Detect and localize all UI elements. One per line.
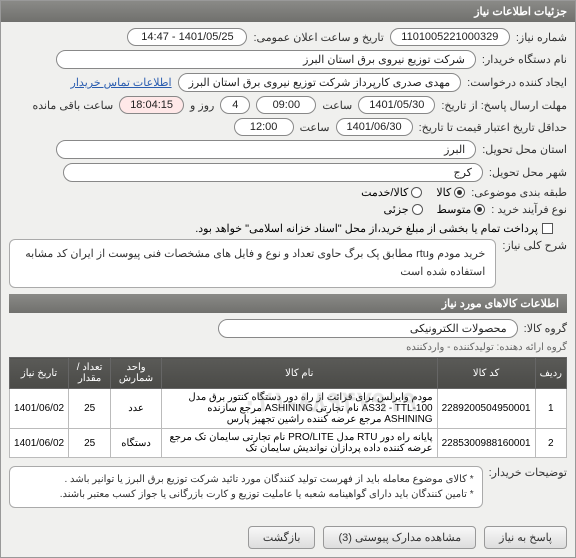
requester-label: ایجاد کننده درخواست: <box>467 76 567 89</box>
announce-value: 1401/05/25 - 14:47 <box>127 28 247 46</box>
seller-note: گروه ارائه دهنده: تولیدکننده - واردکننده <box>406 342 567 353</box>
requester-value: مهدی صدری کارپرداز شرکت توزیع نیروی برق … <box>178 73 462 92</box>
remain-label: ساعت باقی مانده <box>32 99 113 112</box>
footer: پاسخ به نیاز مشاهده مدارک پیوستی (3) باز… <box>1 518 575 557</box>
goods-table: ردیفکد کالانام کالاواحد شمارشتعداد / مقد… <box>9 357 567 458</box>
table-cell: 1401/06/02 <box>10 429 69 458</box>
table-cell: دستگاه <box>111 429 162 458</box>
process-label: نوع فرآیند خرید : <box>491 203 567 216</box>
days-label: روز و <box>190 99 214 112</box>
note-line-1: * کالای موضوع معامله باید از فهرست تولید… <box>18 472 474 487</box>
category-label: طبقه بندی موضوعی: <box>471 186 567 199</box>
buyer-notes: * کالای موضوع معامله باید از فهرست تولید… <box>9 466 483 508</box>
table-cell: 2 <box>535 429 566 458</box>
desc-value: خرید مودم وrtu مطابق پک برگ حاوی تعداد و… <box>9 239 496 288</box>
panel-title: جزئیات اطلاعات نیاز <box>1 1 575 22</box>
goods-header: اطلاعات کالاهای مورد نیاز <box>9 294 567 313</box>
radio-dot-icon <box>411 187 422 198</box>
table-wrap: ۰۲۱-۸۸۹۴۷۹۱۹ ردیفکد کالانام کالاواحد شما… <box>9 357 567 458</box>
main-panel: جزئیات اطلاعات نیاز شماره نیاز: 11010052… <box>0 0 576 558</box>
table-cell: مودم وایرلس برای قرائت از راه دور دستگاه… <box>161 389 437 429</box>
validity-date: 1401/06/30 <box>336 118 413 136</box>
validity-time: 12:00 <box>234 118 294 136</box>
table-header: ردیف <box>535 358 566 389</box>
category-radio-group: کالا کالا/خدمت <box>361 186 465 199</box>
province-value: البرز <box>56 140 476 159</box>
deadline-label: مهلت ارسال پاسخ: از تاریخ: <box>441 99 567 112</box>
city-label: شهر محل تحویل: <box>489 166 567 179</box>
table-cell: پایانه راه دور RTU مدل PRO/LITE نام تجار… <box>161 429 437 458</box>
contact-link[interactable]: اطلاعات تماس خریدار <box>71 76 172 89</box>
form-content: شماره نیاز: 1101005221000329 تاریخ و ساع… <box>1 22 575 518</box>
radio-dot-icon <box>412 204 423 215</box>
announce-label: تاریخ و ساعت اعلان عمومی: <box>253 31 383 44</box>
table-cell: 25 <box>69 389 111 429</box>
table-cell: 1 <box>535 389 566 429</box>
radio-small[interactable]: جزئی <box>384 203 423 216</box>
radio-dot-icon <box>454 187 465 198</box>
city-value: کرج <box>63 163 483 182</box>
deadline-date: 1401/05/30 <box>358 96 435 114</box>
attachments-button[interactable]: مشاهده مدارک پیوستی (3) <box>323 526 476 549</box>
buyer-label: نام دستگاه خریدار: <box>482 53 567 66</box>
table-row: 12289200504950001مودم وایرلس برای قرائت … <box>10 389 567 429</box>
group-value: محصولات الکترونیکی <box>218 319 518 338</box>
table-header: کد کالا <box>437 358 535 389</box>
need-no-label: شماره نیاز: <box>516 31 567 44</box>
notes-label: توضیحات خریدار: <box>489 466 567 479</box>
table-cell: 2285300988160001 <box>437 429 535 458</box>
deadline-time: 09:00 <box>256 96 316 114</box>
checkbox-icon <box>542 223 553 234</box>
note-line-2: * تامین کنندگان باید دارای گواهینامه شعب… <box>18 487 474 502</box>
back-button[interactable]: بازگشت <box>248 526 316 549</box>
days-value: 4 <box>220 96 250 114</box>
pay-check[interactable]: پرداخت تمام یا بخشی از مبلغ خرید،از محل … <box>195 222 553 235</box>
radio-goods[interactable]: کالا <box>436 186 465 199</box>
table-cell: 2289200504950001 <box>437 389 535 429</box>
validity-label: حداقل تاریخ اعتبار قیمت تا تاریخ: <box>419 121 567 134</box>
time-label-2: ساعت <box>300 121 330 134</box>
table-cell: 25 <box>69 429 111 458</box>
process-radio-group: متوسط جزئی <box>384 203 486 216</box>
reply-button[interactable]: پاسخ به نیاز <box>484 526 567 549</box>
radio-medium[interactable]: متوسط <box>437 203 486 216</box>
group-label: گروه کالا: <box>524 322 567 335</box>
buyer-value: شرکت توزیع نیروی برق استان البرز <box>56 50 476 69</box>
table-cell: عدد <box>111 389 162 429</box>
table-header: تاریخ نیاز <box>10 358 69 389</box>
desc-label: شرح کلی نیاز: <box>502 239 567 252</box>
radio-dot-icon <box>474 204 485 215</box>
table-header: واحد شمارش <box>111 358 162 389</box>
time-label-1: ساعت <box>322 99 352 112</box>
table-header: نام کالا <box>161 358 437 389</box>
remain-value: 18:04:15 <box>119 96 184 114</box>
radio-service[interactable]: کالا/خدمت <box>361 186 422 199</box>
province-label: استان محل تحویل: <box>482 143 567 156</box>
table-row: 22285300988160001پایانه راه دور RTU مدل … <box>10 429 567 458</box>
need-no-value: 1101005221000329 <box>390 28 510 46</box>
table-header: تعداد / مقدار <box>69 358 111 389</box>
table-cell: 1401/06/02 <box>10 389 69 429</box>
